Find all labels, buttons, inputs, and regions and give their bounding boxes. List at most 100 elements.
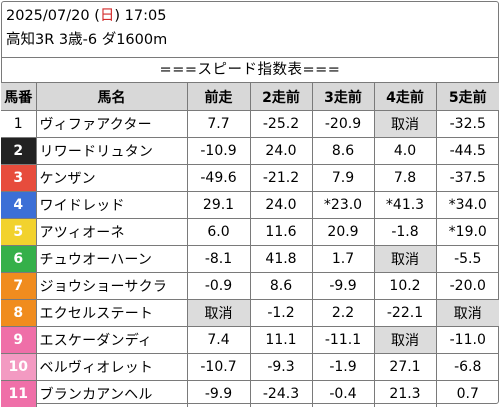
speed-index-cell: -8.1 — [186, 245, 251, 273]
header-row: 馬番 馬名 前走 2走前 3走前 4走前 5走前 — [1, 82, 499, 111]
speed-index-cell: -9.9 — [186, 380, 251, 407]
speed-index-cell: 20.9 — [311, 218, 375, 246]
speed-index-cell: 10.2 — [373, 272, 437, 300]
speed-index-cell: -0.9 — [186, 272, 251, 300]
speed-index-cell: 24.0 — [249, 191, 313, 219]
speed-index-cell: 7.9 — [311, 164, 375, 192]
speed-index-cell: 1.7 — [311, 245, 375, 273]
horse-name-cell: ブランカアンヘル — [35, 380, 188, 407]
column-header-prev5: 5走前 — [435, 82, 499, 111]
horse-number-cell: 7 — [1, 272, 37, 300]
table-row: 5 アツィオーネ 6.0 11.6 20.9 -1.8 *19.0 — [1, 218, 499, 246]
horse-number-cell: 6 — [1, 245, 37, 273]
speed-index-cell: -1.8 — [373, 218, 437, 246]
speed-index-cell: 7.4 — [186, 326, 251, 354]
race-weekday-close: ) — [114, 8, 121, 24]
table-row: 1 ヴィファアクター 7.7 -25.2 -20.9 取消 -32.5 — [1, 110, 499, 138]
speed-index-cell: -9.3 — [249, 353, 313, 381]
table-row: 6 チュウオーハーン -8.1 41.8 1.7 取消 -5.5 — [1, 245, 499, 273]
table-row: 2 リワードリュタン -10.9 24.0 8.6 4.0 -44.5 — [1, 137, 499, 165]
speed-index-cell: 7.7 — [186, 110, 251, 138]
speed-index-cell: -32.5 — [435, 110, 499, 138]
speed-index-cell: 4.0 — [373, 137, 437, 165]
speed-index-cell: -37.5 — [435, 164, 499, 192]
speed-index-cell: -1.2 — [249, 299, 313, 327]
horse-number-cell: 10 — [1, 353, 37, 381]
horse-number-cell: 5 — [1, 218, 37, 246]
column-header-number: 馬番 — [1, 82, 37, 111]
speed-index-cell: -24.3 — [249, 380, 313, 407]
speed-index-cell: 取消 — [435, 299, 499, 327]
horse-number-cell: 1 — [1, 110, 37, 138]
speed-index-cell: *34.0 — [435, 191, 499, 219]
speed-index-cell: -11.1 — [311, 326, 375, 354]
table-row: 10 ベルヴィオレット -10.7 -9.3 -1.9 27.1 -6.8 — [1, 353, 499, 381]
speed-index-cell: 27.1 — [373, 353, 437, 381]
table-row: 3 ケンザン -49.6 -21.2 7.9 7.8 -37.5 — [1, 164, 499, 192]
speed-index-cell: *41.3 — [373, 191, 437, 219]
table-title: ===スピード指数表=== — [1, 57, 499, 82]
table-row: 8 エクセルステート 取消 -1.2 2.2 -22.1 取消 — [1, 299, 499, 327]
horse-name-cell: エクセルステート — [35, 299, 188, 327]
speed-index-cell: -1.9 — [311, 353, 375, 381]
speed-index-cell: -10.9 — [186, 137, 251, 165]
speed-index-cell: 取消 — [373, 110, 437, 138]
speed-index-cell: 取消 — [373, 245, 437, 273]
speed-index-cell: -44.5 — [435, 137, 499, 165]
column-header-prev1: 前走 — [186, 82, 251, 111]
speed-index-cell: -20.9 — [311, 110, 375, 138]
column-header-prev3: 3走前 — [311, 82, 375, 111]
speed-index-cell: 21.3 — [373, 380, 437, 407]
column-header-name: 馬名 — [35, 82, 188, 111]
speed-index-table: 馬番 馬名 前走 2走前 3走前 4走前 5走前 1 ヴィファアクター 7.7 -25… — [1, 82, 499, 407]
speed-index-cell: 6.0 — [186, 218, 251, 246]
table-row: 11 ブランカアンヘル -9.9 -24.3 -0.4 21.3 0.7 — [1, 380, 499, 407]
speed-index-cell: -25.2 — [249, 110, 313, 138]
race-time: 17:05 — [124, 8, 167, 24]
speed-index-cell: 8.6 — [311, 137, 375, 165]
speed-index-cell: -20.0 — [435, 272, 499, 300]
speed-index-cell: -21.2 — [249, 164, 313, 192]
speed-index-cell: 11.6 — [249, 218, 313, 246]
column-header-prev4: 4走前 — [373, 82, 437, 111]
race-weekday: 日 — [99, 8, 115, 24]
speed-index-cell: -5.5 — [435, 245, 499, 273]
race-datetime: 2025/07/20 (日) 17:05 — [6, 6, 166, 26]
speed-index-cell: -10.7 — [186, 353, 251, 381]
horse-number-cell: 2 — [1, 137, 37, 165]
speed-index-cell: 取消 — [373, 326, 437, 354]
speed-index-cell: -9.9 — [311, 272, 375, 300]
horse-name-cell: ケンザン — [35, 164, 188, 192]
speed-index-cell: 取消 — [186, 299, 251, 327]
horse-number-cell: 11 — [1, 380, 37, 407]
speed-index-cell: -0.4 — [311, 380, 375, 407]
horse-name-cell: アツィオーネ — [35, 218, 188, 246]
speed-index-cell: 2.2 — [311, 299, 375, 327]
speed-index-cell: 24.0 — [249, 137, 313, 165]
horse-name-cell: ワイドレッド — [35, 191, 188, 219]
horse-number-cell: 9 — [1, 326, 37, 354]
race-info: 高知3R 3歳-6 ダ1600m — [6, 32, 168, 48]
horse-name-cell: ヴィファアクター — [35, 110, 188, 138]
horse-name-cell: ジョウショーサクラ — [35, 272, 188, 300]
column-header-prev2: 2走前 — [249, 82, 313, 111]
horse-number-cell: 4 — [1, 191, 37, 219]
horse-number-cell: 8 — [1, 299, 37, 327]
speed-index-cell: -11.0 — [435, 326, 499, 354]
speed-index-cell: *19.0 — [435, 218, 499, 246]
speed-index-cell: -22.1 — [373, 299, 437, 327]
horse-name-cell: エスケーダンディ — [35, 326, 188, 354]
speed-index-cell: 11.1 — [249, 326, 313, 354]
race-weekday-open: ( — [94, 8, 100, 24]
horse-name-cell: ベルヴィオレット — [35, 353, 188, 381]
speed-index-cell: *23.0 — [311, 191, 375, 219]
speed-index-cell: 41.8 — [249, 245, 313, 273]
speed-index-cell: -49.6 — [186, 164, 251, 192]
speed-index-cell: -6.8 — [435, 353, 499, 381]
speed-index-cell: 0.7 — [435, 380, 499, 407]
speed-index-cell: 8.6 — [249, 272, 313, 300]
horse-number-cell: 3 — [1, 164, 37, 192]
table-row: 9 エスケーダンディ 7.4 11.1 -11.1 取消 -11.0 — [1, 326, 499, 354]
table-row: 7 ジョウショーサクラ -0.9 8.6 -9.9 10.2 -20.0 — [1, 272, 499, 300]
speed-index-cell: 29.1 — [186, 191, 251, 219]
